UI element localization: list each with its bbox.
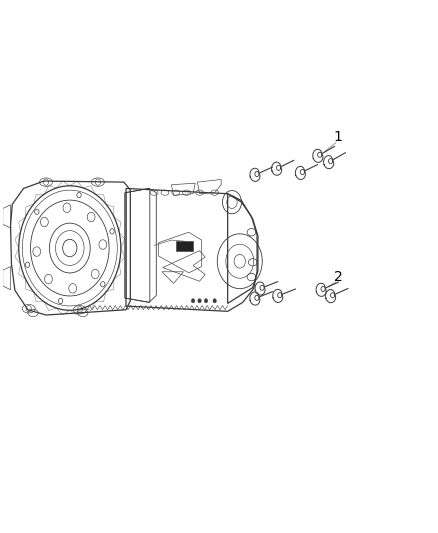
Circle shape: [204, 298, 208, 303]
Circle shape: [213, 298, 216, 303]
Text: 2: 2: [334, 270, 343, 284]
Text: 1: 1: [333, 130, 343, 144]
Circle shape: [198, 298, 201, 303]
Circle shape: [191, 298, 195, 303]
Polygon shape: [176, 241, 193, 251]
